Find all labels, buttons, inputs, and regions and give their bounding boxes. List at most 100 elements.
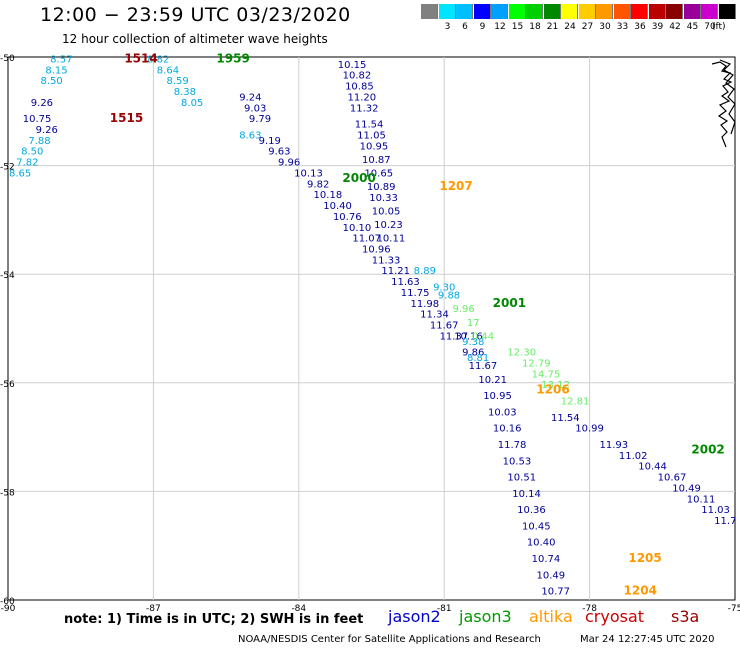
- x-tick-label: -90: [1, 604, 16, 614]
- wave-height-label: 10.49: [537, 570, 566, 581]
- wave-height-label: 11.20: [347, 92, 376, 103]
- colorbar-swatch: [491, 4, 508, 19]
- wave-height-label: 11.02: [619, 451, 648, 462]
- legend-s3a: s3a: [671, 607, 700, 626]
- colorbar-tick-label: 70: [704, 22, 716, 32]
- wave-height-label: 10.36: [517, 505, 546, 516]
- colorbar-swatch: [683, 4, 701, 19]
- wave-height-label: 10.74: [532, 554, 561, 565]
- wave-height-label: 9.38: [462, 337, 484, 348]
- wave-height-label: 10.23: [374, 220, 403, 231]
- pass-time-label: 1959: [216, 51, 249, 65]
- colorbar-tick-label: 6: [462, 22, 468, 32]
- chart-subtitle: 12 hour collection of altimeter wave hei…: [62, 32, 328, 46]
- credit-text: NOAA/NESDIS Center for Satellite Applica…: [238, 634, 541, 645]
- note-text: note: 1) Time is in UTC; 2) SWH is in fe…: [64, 612, 364, 627]
- wave-height-label: 11.78: [498, 440, 527, 451]
- wave-height-label: 9.19: [259, 136, 281, 147]
- legend-jason3: jason3: [459, 607, 512, 626]
- x-tick-label: -84: [291, 604, 306, 614]
- y-tick-label: -60: [0, 597, 15, 607]
- wave-height-label: 8.57: [50, 54, 72, 65]
- wave-height-label: 10.11: [687, 494, 716, 505]
- wave-height-label: 10.76: [333, 212, 362, 223]
- wave-height-label: 10.95: [360, 141, 389, 152]
- wave-height-label: 10.82: [343, 71, 372, 82]
- colorbar-swatch: [578, 4, 596, 19]
- colorbar-swatch: [508, 4, 526, 19]
- wave-height-label: 11.75: [401, 288, 430, 299]
- wave-height-label: 8.05: [181, 98, 203, 109]
- colorbar-tick-label: 9: [479, 22, 486, 32]
- wave-height-label: 9.30: [433, 282, 455, 293]
- colorbar-tick-label: 3: [444, 22, 451, 32]
- colorbar-swatch: [526, 4, 543, 19]
- colorbar-swatch: [666, 4, 683, 19]
- wave-height-label: 11.34: [420, 310, 449, 321]
- wave-height-label: 8.38: [174, 87, 196, 98]
- colorbar-tick-label: 30: [599, 22, 611, 32]
- wave-height-label: 10.16: [493, 424, 522, 435]
- colorbar-swatch: [438, 4, 456, 19]
- legend-jason2: jason2: [388, 607, 441, 626]
- wave-height-label: 10.03: [488, 407, 517, 418]
- wave-height-label: 11.54: [551, 413, 580, 424]
- wave-height-label: 10.77: [541, 587, 570, 598]
- y-tick-label: -50: [0, 54, 15, 64]
- wave-height-label: 10.49: [672, 483, 701, 494]
- wave-height-label: 8.59: [167, 76, 189, 87]
- pass-time-label: 1205: [628, 551, 661, 565]
- x-tick-label: -75: [728, 604, 740, 614]
- colorbar-swatch: [543, 4, 561, 19]
- colorbar-tick-label: 33: [616, 22, 629, 32]
- wave-height-label: 11.33: [372, 255, 401, 266]
- colorbar-swatch: [456, 4, 473, 19]
- colorbar-tick-label: 18: [529, 22, 541, 32]
- wave-height-label: 13.12: [541, 380, 570, 391]
- colorbar-tick-label: 12: [494, 22, 506, 32]
- wave-height-label: 10.53: [503, 456, 532, 467]
- colorbar-swatch: [701, 4, 718, 19]
- colorbar-tick-label: 45: [686, 22, 699, 32]
- wave-height-label: 10.05: [372, 206, 401, 217]
- wave-height-label: 11.21: [381, 266, 410, 277]
- wave-height-label: 10.75: [23, 114, 52, 125]
- land-coastline: [711, 59, 736, 148]
- wave-height-label: 14.75: [532, 369, 561, 380]
- wave-height-label: 11.7: [714, 516, 736, 527]
- wave-height-label: 11.63: [391, 277, 420, 288]
- colorbar-swatch: [561, 4, 578, 19]
- wave-height-label: 11.07: [352, 234, 381, 245]
- wave-height-label: 11.37: [440, 331, 469, 342]
- y-tick-label: -56: [0, 380, 15, 390]
- wave-height-label: 8.64: [157, 65, 179, 76]
- pass-time-label: 2002: [691, 442, 724, 456]
- wave-height-label: 9.26: [31, 98, 53, 109]
- wave-height-label: 8.65: [9, 168, 31, 179]
- pass-time-label: 1515: [110, 111, 143, 125]
- colorbar-tick-label: 39: [651, 22, 664, 32]
- wave-height-label: 10.40: [323, 201, 352, 212]
- wave-height-label: 9.96: [452, 304, 474, 315]
- wave-height-label: 10.95: [483, 391, 512, 402]
- wave-height-label: 12.79: [522, 359, 551, 370]
- wave-height-label: 10.18: [314, 190, 343, 201]
- colorbar-unit: (ft): [712, 22, 726, 32]
- wave-height-label: 10.85: [345, 82, 374, 93]
- wave-height-label: 10.10: [343, 223, 372, 234]
- wave-height-label: 8.89: [414, 266, 436, 277]
- wave-height-label: 10.13: [294, 168, 323, 179]
- colorbar-swatch: [596, 4, 613, 19]
- y-tick-label: -58: [0, 488, 15, 498]
- pass-time-label: 1207: [439, 179, 472, 193]
- wave-height-label: 12.30: [507, 348, 536, 359]
- wave-height-label: 10.65: [364, 168, 393, 179]
- wave-height-label: 9.63: [268, 147, 290, 158]
- wave-height-label: 11.32: [350, 103, 379, 114]
- wave-height-label: 8.82: [147, 54, 169, 65]
- colorbar-tick-label: 36: [634, 22, 646, 32]
- wave-height-label: 10.40: [527, 538, 556, 549]
- wave-height-label: 17: [467, 318, 480, 329]
